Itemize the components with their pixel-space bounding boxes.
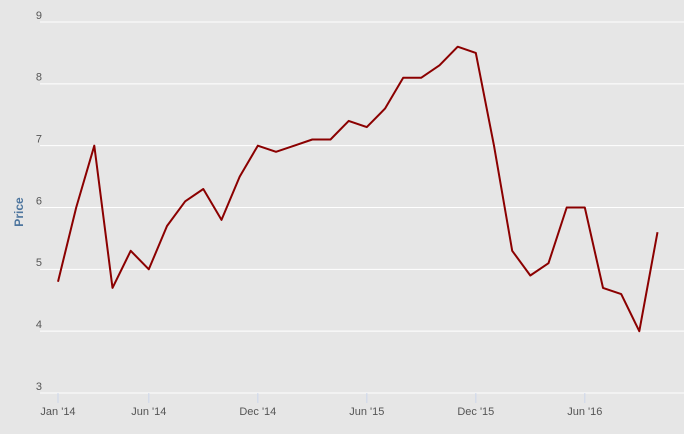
y-tick-label: 3: [36, 381, 42, 393]
price-line: [57, 45, 659, 333]
x-tick-label: Jan '14: [40, 406, 75, 418]
y-tick-label: 5: [36, 257, 42, 269]
x-tick-label: Jun '15: [349, 406, 384, 418]
y-axis-label: Price: [12, 197, 26, 227]
y-tick-label: 7: [36, 134, 42, 146]
y-tick-label: 6: [36, 195, 42, 207]
x-tick-label: Jun '14: [131, 406, 166, 418]
x-tick-label: Dec '15: [457, 406, 494, 418]
y-tick-label: 8: [36, 72, 42, 84]
x-tick-label: Jun '16: [567, 406, 602, 418]
y-tick-label: 4: [36, 319, 42, 331]
y-tick-label: 9: [36, 10, 42, 22]
x-tick-label: Dec '14: [239, 406, 276, 418]
